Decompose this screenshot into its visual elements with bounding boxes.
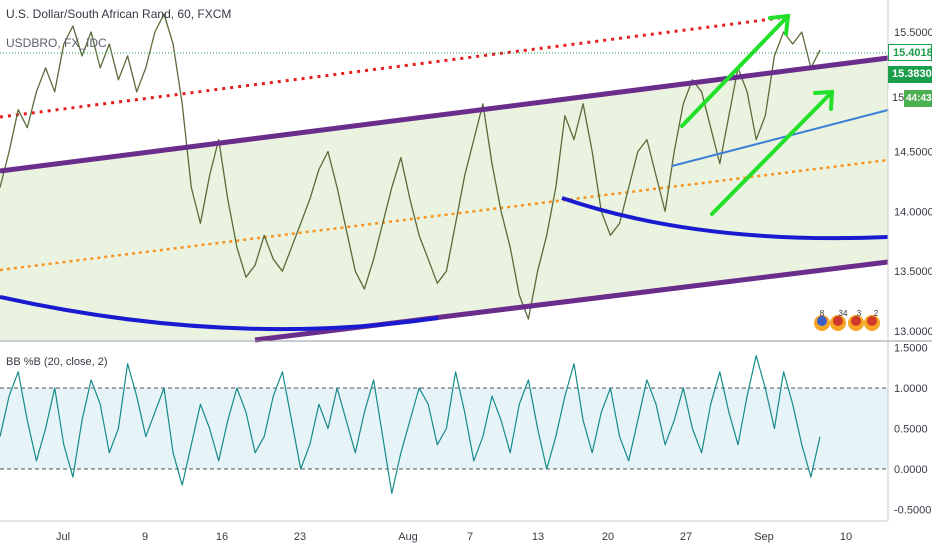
price-series bbox=[0, 13, 821, 320]
event-icon[interactable]: 34 bbox=[830, 309, 848, 331]
chart-title: U.S. Dollar/South African Rand, 60, FXCM bbox=[6, 7, 232, 21]
price-badge-2: 15.38300 bbox=[888, 66, 932, 83]
event-icon[interactable]: 8 bbox=[814, 309, 830, 331]
time-tick-label: 10 bbox=[840, 531, 852, 543]
light-blue-trendline bbox=[671, 109, 889, 167]
channel-upper-line bbox=[0, 55, 889, 174]
time-tick-label: 13 bbox=[532, 531, 544, 543]
time-tick-label: 23 bbox=[294, 531, 306, 543]
oscillator-axis[interactable]: 1.5000 1.0000 0.5000 0.0000 -0.5000 bbox=[894, 343, 931, 517]
event-icon[interactable]: 2 bbox=[864, 309, 880, 331]
time-tick-label: 9 bbox=[142, 531, 148, 543]
event-label: 8 bbox=[820, 309, 825, 318]
oscillator-tick-label: -0.5000 bbox=[894, 505, 931, 517]
time-tick-label: Sep bbox=[754, 531, 774, 543]
time-tick-label: 27 bbox=[680, 531, 692, 543]
price-tick-label: 14.0000 bbox=[894, 206, 932, 218]
oscillator-series bbox=[0, 355, 821, 494]
price-badge-3-value: 15. bbox=[892, 92, 908, 104]
price-tick-label: 15.5000 bbox=[894, 27, 932, 39]
oscillator-tick-label: 0.0000 bbox=[894, 464, 928, 476]
price-tick-label: 13.5000 bbox=[894, 266, 932, 278]
percent-b-line bbox=[0, 355, 821, 494]
channel-fill bbox=[0, 58, 888, 340]
time-axis[interactable]: Jul 9 16 23 Aug 7 13 20 27 Sep 10 bbox=[56, 531, 852, 543]
blue-arc-right bbox=[561, 196, 889, 241]
indicator-title: BB %B (20, close, 2) bbox=[6, 356, 108, 368]
green-arrow-lower bbox=[710, 89, 835, 216]
event-icon[interactable]: 3 bbox=[848, 309, 864, 331]
green-arrow-upper bbox=[680, 13, 791, 128]
price-line bbox=[0, 13, 821, 320]
event-label: 3 bbox=[857, 309, 862, 318]
time-tick-label: 16 bbox=[216, 531, 228, 543]
red-dotted-trendline bbox=[0, 16, 781, 119]
oscillator-band bbox=[0, 388, 888, 469]
blue-arc-left bbox=[0, 295, 439, 332]
price-tick-label: 14.5000 bbox=[894, 147, 932, 159]
time-tick-label: Aug bbox=[398, 531, 418, 543]
countdown-badge: 44:43 bbox=[904, 90, 932, 107]
orange-dotted-trendline bbox=[0, 158, 889, 272]
economic-events[interactable]: 8 34 3 2 bbox=[814, 309, 880, 331]
oscillator-tick-label: 1.5000 bbox=[894, 343, 928, 355]
time-tick-label: 7 bbox=[467, 531, 473, 543]
oscillator-tick-label: 0.5000 bbox=[894, 424, 928, 436]
event-label: 34 bbox=[839, 309, 848, 318]
time-tick-label: 20 bbox=[602, 531, 614, 543]
chart-subtitle: USDBRO, FX_IDC bbox=[6, 36, 107, 50]
time-tick-label: Jul bbox=[56, 531, 70, 543]
oscillator-tick-label: 1.0000 bbox=[894, 383, 928, 395]
event-label: 2 bbox=[874, 309, 879, 318]
price-tick-label: 13.0000 bbox=[894, 326, 932, 338]
price-axis[interactable]: 15.5000 14.5000 14.0000 13.5000 13.0000 bbox=[894, 27, 932, 338]
